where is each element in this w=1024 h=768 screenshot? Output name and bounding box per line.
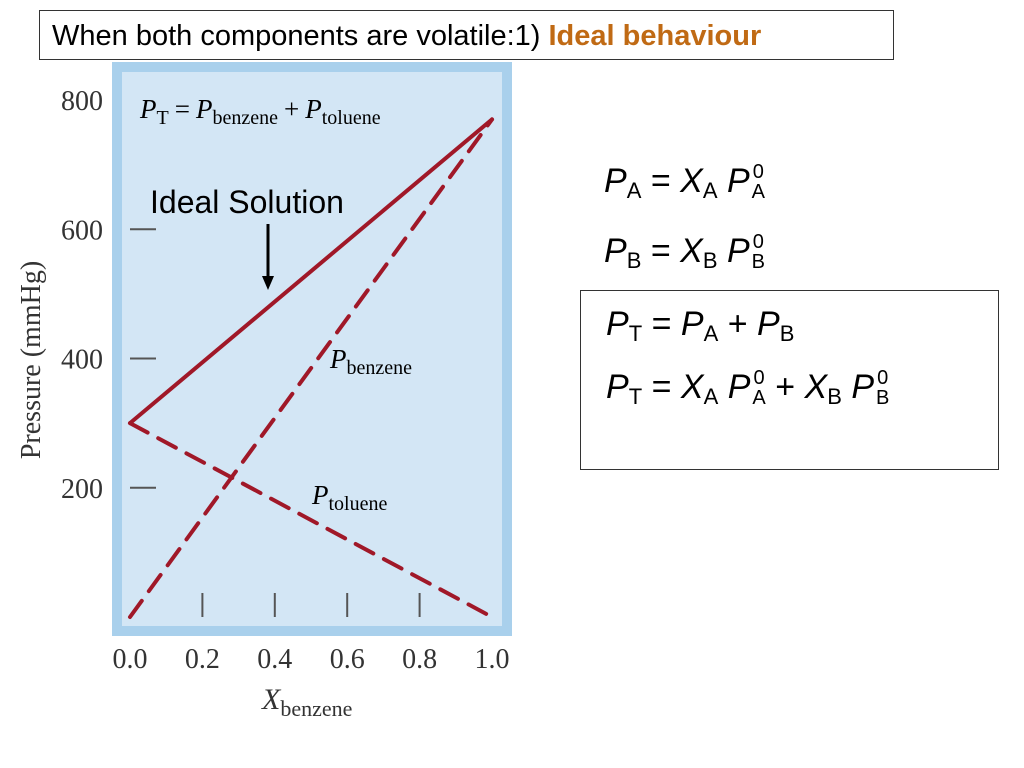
benzene-series-label: Pbenzene bbox=[329, 344, 412, 379]
total-pressure-box bbox=[580, 290, 999, 470]
plot-area bbox=[122, 72, 502, 626]
y-tick-label-400: 400 bbox=[61, 345, 103, 376]
x-tick-label-1.0: 1.0 bbox=[475, 644, 510, 675]
x-axis-label-sub: benzene bbox=[280, 696, 352, 721]
equation-pt-sum: PT = PA + PB bbox=[606, 305, 795, 346]
series-p-t bbox=[128, 117, 494, 426]
ideal-solution-arrow-head bbox=[262, 276, 274, 290]
chart-series bbox=[128, 117, 494, 619]
vapor-pressure-chart: 200 400 600 800 0.0 0.2 0.4 0.6 0.8 1.0 Pressure (… bbox=[16, 62, 512, 721]
y-axis-label: Pressure (mmHg) bbox=[16, 261, 47, 459]
title-prefix: When both components are volatile:1) bbox=[52, 20, 549, 52]
series-p-toluene bbox=[128, 421, 494, 619]
x-axis-label: Xbenzene bbox=[261, 683, 352, 721]
toluene-series-label: Ptoluene bbox=[311, 480, 387, 515]
series-p-benzene bbox=[128, 117, 494, 619]
x-axis-label-main: X bbox=[261, 683, 282, 716]
axis-ticks bbox=[130, 228, 421, 617]
x-tick-label-0.8: 0.8 bbox=[402, 644, 437, 675]
axis-labels: 200 400 600 800 0.0 0.2 0.4 0.6 0.8 1.0 Pressure (… bbox=[16, 86, 510, 721]
slide-title: When both components are volatile:1) Ide… bbox=[39, 10, 894, 60]
x-tick-label-0.6: 0.6 bbox=[330, 644, 365, 675]
ideal-solution-label: Ideal Solution bbox=[150, 184, 344, 220]
y-tick-label-600: 600 bbox=[61, 215, 103, 246]
y-tick-label-800: 800 bbox=[61, 86, 103, 117]
y-tick-label-200: 200 bbox=[61, 474, 103, 505]
x-tick-label-0.0: 0.0 bbox=[113, 644, 148, 675]
plot-background bbox=[112, 62, 512, 636]
x-tick-label-0.2: 0.2 bbox=[185, 644, 220, 675]
title-highlight: Ideal behaviour bbox=[548, 20, 762, 52]
x-tick-label-0.4: 0.4 bbox=[257, 644, 292, 675]
formula-annotation: PT = Pbenzene + Ptoluene bbox=[139, 94, 381, 129]
